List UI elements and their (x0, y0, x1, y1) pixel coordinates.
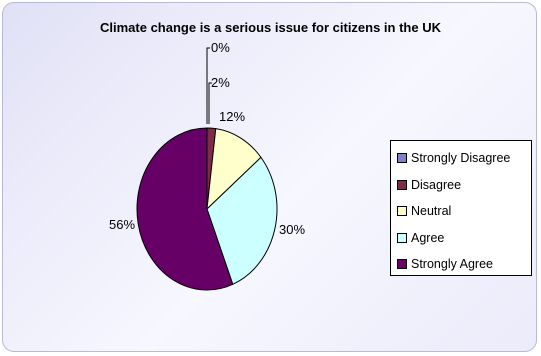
pie-slice-neutral (206, 128, 262, 211)
data-label-strongly-agree: 56% (109, 217, 135, 232)
legend-label: Strongly Disagree (411, 151, 511, 166)
legend-item-agree: Agree (397, 225, 531, 252)
data-label-neutral: 12% (219, 109, 245, 124)
legend-label: Neutral (411, 204, 452, 219)
legend-swatch (397, 153, 407, 164)
leader-line-strongly-disagree (206, 47, 210, 124)
legend-item-disagree: Disagree (397, 172, 531, 199)
data-label-disagree: 2% (211, 75, 230, 90)
leader-line-disagree (208, 82, 212, 124)
data-label-agree: 30% (279, 222, 305, 237)
legend-item-neutral: Neutral (397, 198, 531, 225)
pie-slice-agree (206, 156, 278, 285)
legend-swatch (397, 259, 407, 270)
legend-swatch (397, 232, 407, 243)
legend-item-strongly-disagree: Strongly Disagree (397, 145, 531, 172)
legend-item-strongly-agree: Strongly Agree (397, 251, 531, 278)
chart-title: Climate change is a serious issue for ci… (100, 20, 441, 35)
data-label-strongly-disagree: 0% (211, 40, 230, 55)
legend-label: Disagree (411, 177, 462, 192)
legend-swatch (397, 179, 407, 190)
pie-slice-strongly-agree (136, 127, 234, 291)
legend-swatch (397, 206, 407, 217)
legend: Strongly Disagree Disagree Neutral Agree… (390, 140, 532, 276)
legend-label: Agree (411, 230, 445, 245)
legend-label: Strongly Agree (411, 257, 493, 272)
